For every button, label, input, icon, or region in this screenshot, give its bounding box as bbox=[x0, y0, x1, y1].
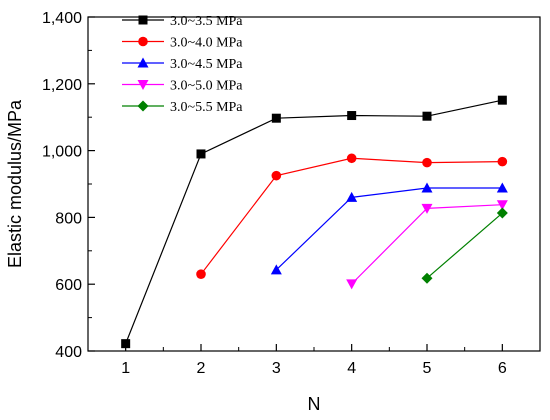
legend-marker bbox=[138, 36, 148, 47]
data-point bbox=[271, 170, 282, 181]
legend-item: 3.0~3.5 MPa bbox=[122, 14, 243, 29]
legend-label: 3.0~4.5 MPa bbox=[170, 57, 243, 72]
legend-label: 3.0~5.0 MPa bbox=[170, 79, 243, 94]
axis-ticks bbox=[88, 16, 503, 352]
x-tick-label: 6 bbox=[498, 360, 507, 377]
data-point bbox=[346, 279, 358, 290]
y-tick-label: 800 bbox=[55, 210, 82, 227]
y-tick-label: 600 bbox=[55, 277, 82, 294]
data-point bbox=[196, 269, 206, 279]
data-point bbox=[497, 156, 508, 167]
x-tick-label: 5 bbox=[423, 360, 432, 377]
data-point bbox=[496, 200, 508, 211]
data-point bbox=[421, 272, 433, 284]
legend-label: 3.0~4.0 MPa bbox=[170, 36, 243, 51]
data-point bbox=[422, 157, 432, 168]
series-line bbox=[125, 99, 503, 344]
series-layer bbox=[121, 95, 508, 349]
series-line bbox=[200, 157, 503, 275]
y-tick-label: 400 bbox=[55, 344, 82, 361]
legend-label: 3.0~5.5 MPa bbox=[170, 100, 243, 115]
x-tick-label: 1 bbox=[121, 360, 130, 377]
legend-item: 3.0~5.0 MPa bbox=[122, 79, 243, 94]
y-axis-label: Elastic modulus/MPa bbox=[5, 99, 25, 268]
series-2 bbox=[196, 153, 508, 279]
data-point bbox=[497, 95, 507, 105]
legend-item: 3.0~4.5 MPa bbox=[122, 57, 243, 72]
legend-marker bbox=[137, 57, 149, 68]
x-tick-label: 4 bbox=[347, 360, 356, 377]
legend-marker bbox=[137, 100, 149, 112]
data-point bbox=[270, 264, 282, 275]
data-point bbox=[346, 191, 358, 202]
data-point bbox=[121, 339, 131, 349]
legend-label: 3.0~3.5 MPa bbox=[170, 14, 243, 29]
series-line bbox=[426, 212, 503, 279]
series-4 bbox=[346, 200, 508, 290]
legend-item: 3.0~4.0 MPa bbox=[122, 36, 243, 51]
data-point bbox=[496, 207, 508, 219]
series-1 bbox=[121, 95, 507, 349]
series-line bbox=[275, 187, 503, 271]
series-5 bbox=[421, 207, 508, 284]
y-tick-label: 1,000 bbox=[42, 144, 82, 161]
legend-marker bbox=[137, 80, 149, 90]
data-point bbox=[421, 182, 433, 193]
legend: 3.0~3.5 MPa 3.0~4.0 MPa 3.0~4.5 MPa 3.0~5.0… bbox=[122, 14, 243, 115]
axis-tick-labels: 1 2 3 4 5 6 400 600 800 1,000 1,200 1,400 bbox=[42, 10, 507, 377]
legend-item: 3.0~5.5 MPa bbox=[122, 100, 243, 115]
data-point bbox=[196, 149, 206, 159]
plot-frame bbox=[87, 16, 541, 352]
data-point bbox=[346, 153, 357, 164]
y-tick-label: 1,400 bbox=[42, 10, 82, 27]
data-point bbox=[421, 203, 433, 214]
series-3 bbox=[270, 182, 508, 275]
y-tick-label: 1,200 bbox=[42, 77, 82, 94]
x-axis-label: N bbox=[308, 394, 321, 414]
data-point bbox=[496, 182, 508, 193]
data-point bbox=[347, 111, 357, 121]
x-tick-label: 2 bbox=[197, 360, 206, 377]
legend-marker bbox=[138, 15, 148, 25]
data-point bbox=[271, 113, 281, 123]
data-point bbox=[422, 111, 432, 121]
series-line bbox=[351, 204, 503, 285]
x-tick-label: 3 bbox=[272, 360, 281, 377]
